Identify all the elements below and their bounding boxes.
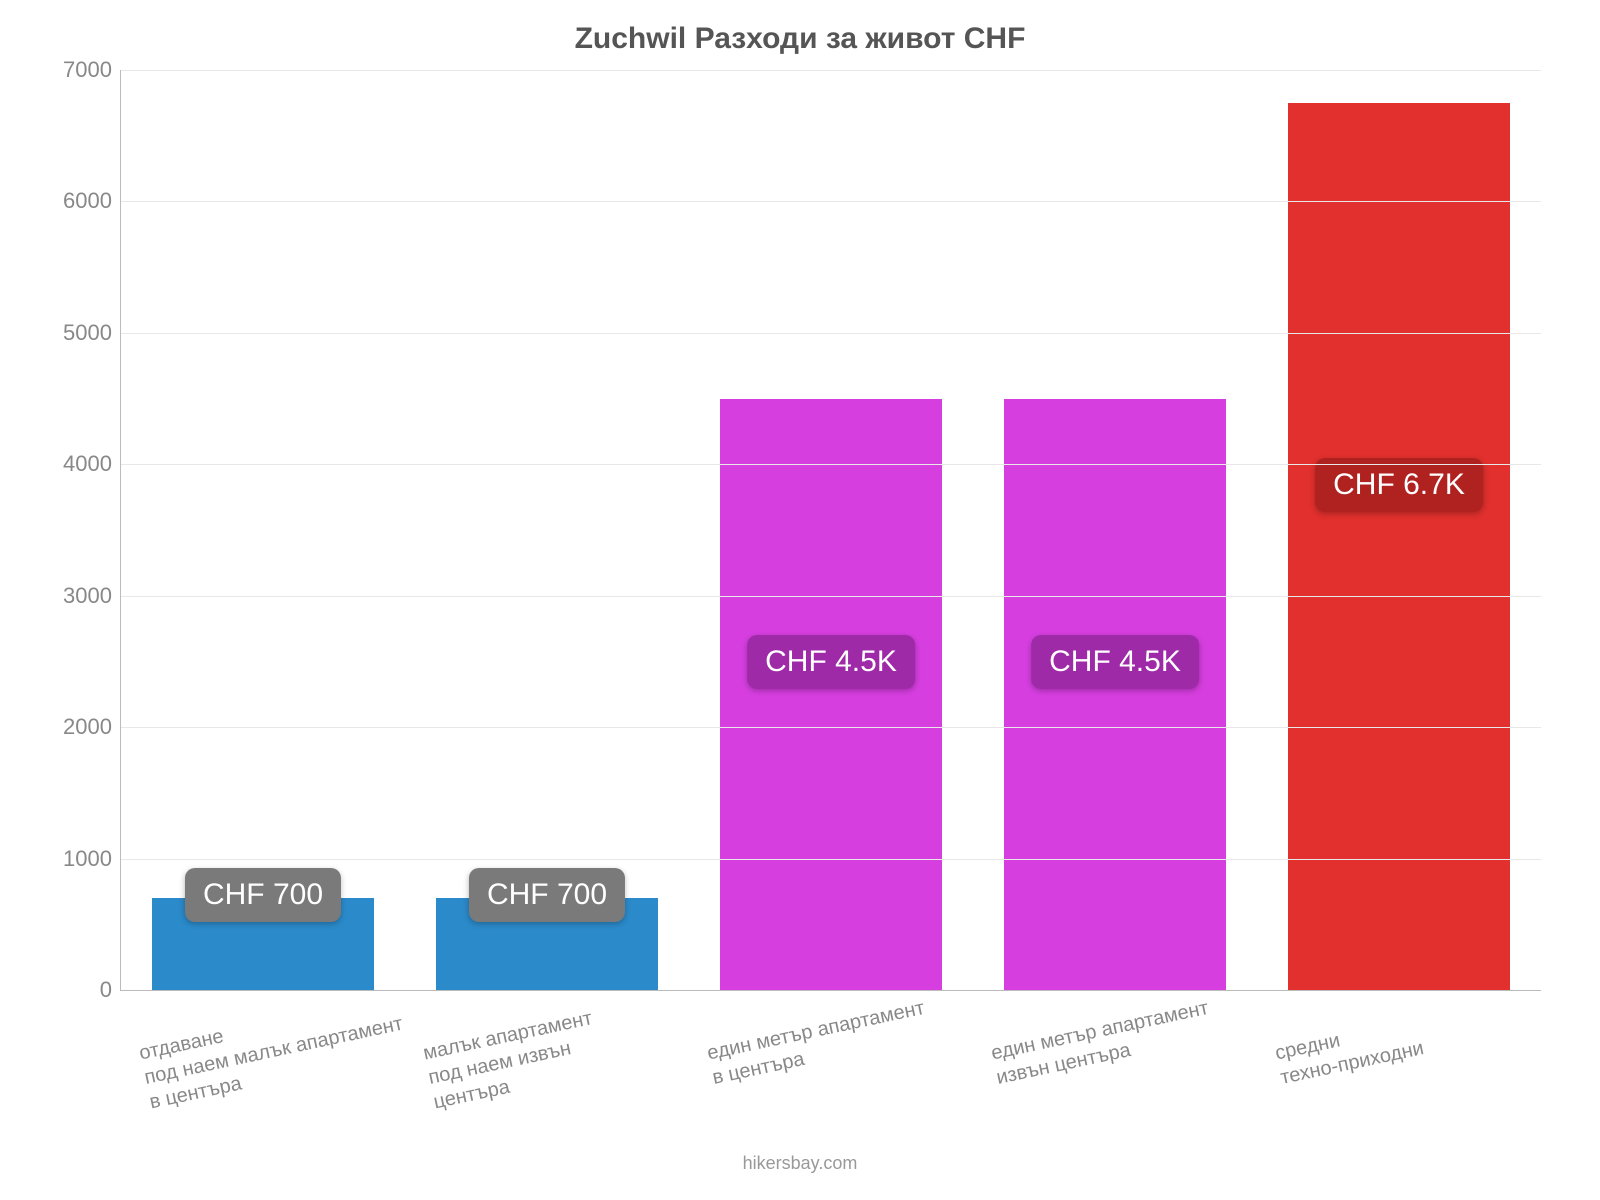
gridline bbox=[121, 201, 1541, 202]
bar: CHF 700 bbox=[152, 898, 374, 990]
bar: CHF 6.7K bbox=[1288, 103, 1510, 990]
bar-slot: CHF 6.7K bbox=[1257, 70, 1541, 990]
x-tick-label: малък апартамент под наем извън центъра bbox=[421, 1006, 605, 1115]
gridline bbox=[121, 596, 1541, 597]
value-badge: CHF 700 bbox=[185, 868, 341, 922]
plot-area: CHF 700CHF 700CHF 4.5KCHF 4.5KCHF 6.7K bbox=[120, 70, 1541, 991]
x-tick-label: отдаване под наем малък апартамент в цен… bbox=[137, 987, 410, 1115]
bar: CHF 4.5K bbox=[720, 399, 942, 990]
bar-slot: CHF 4.5K bbox=[689, 70, 973, 990]
y-tick-label: 2000 bbox=[32, 714, 112, 740]
y-tick-label: 5000 bbox=[32, 320, 112, 346]
chart-container: Zuchwil Разходи за живот CHF CHF 700CHF … bbox=[0, 0, 1600, 1200]
y-tick-label: 0 bbox=[32, 977, 112, 1003]
gridline bbox=[121, 333, 1541, 334]
x-tick-label: един метър апартамент в центъра bbox=[705, 996, 932, 1091]
bar-slot: CHF 700 bbox=[405, 70, 689, 990]
chart-title: Zuchwil Разходи за живот CHF bbox=[0, 22, 1600, 56]
value-badge: CHF 700 bbox=[469, 868, 625, 922]
bars-group: CHF 700CHF 700CHF 4.5KCHF 4.5KCHF 6.7K bbox=[121, 70, 1541, 990]
bar: CHF 4.5K bbox=[1004, 399, 1226, 990]
y-tick-label: 3000 bbox=[32, 583, 112, 609]
value-badge: CHF 4.5K bbox=[1031, 635, 1199, 689]
value-badge: CHF 6.7K bbox=[1315, 458, 1483, 512]
attribution-text: hikersbay.com bbox=[0, 1153, 1600, 1174]
bar-slot: CHF 4.5K bbox=[973, 70, 1257, 990]
bar-slot: CHF 700 bbox=[121, 70, 405, 990]
y-tick-label: 7000 bbox=[32, 57, 112, 83]
x-tick-label: един метър апартамент извън центъра bbox=[989, 996, 1216, 1091]
gridline bbox=[121, 859, 1541, 860]
gridline bbox=[121, 727, 1541, 728]
bar: CHF 700 bbox=[436, 898, 658, 990]
value-badge: CHF 4.5K bbox=[747, 635, 915, 689]
gridline bbox=[121, 464, 1541, 465]
y-tick-label: 1000 bbox=[32, 846, 112, 872]
x-tick-label: средни техно-приходни bbox=[1273, 1012, 1426, 1091]
y-tick-label: 6000 bbox=[32, 188, 112, 214]
gridline bbox=[121, 70, 1541, 71]
y-tick-label: 4000 bbox=[32, 451, 112, 477]
